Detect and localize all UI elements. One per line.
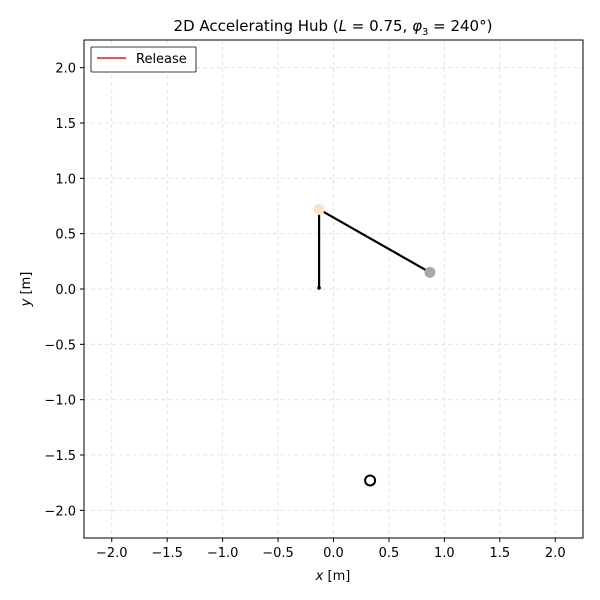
x-tick-label: 0.0 <box>323 546 344 561</box>
y-tick-label: −1.0 <box>44 394 76 409</box>
joint-point <box>313 203 325 215</box>
y-tick-label: −1.5 <box>44 449 76 464</box>
legend: Release <box>90 46 197 73</box>
y-tick-label: −2.0 <box>44 504 76 519</box>
y-axis-label: y [m] <box>19 272 34 308</box>
x-tick-label: 2.0 <box>545 546 566 561</box>
x-tick-label: −2.0 <box>96 546 128 561</box>
x-tick-label: 1.0 <box>434 546 455 561</box>
x-axis-label: x [m] <box>315 569 351 584</box>
tick-layer: −2.0 −1.5 −1.0 −0.5 0.0 0.5 1.0 1.5 2.0 −2.0 −1.5 −… <box>44 62 565 561</box>
legend-box <box>90 46 197 73</box>
x-tick-label: −1.0 <box>207 546 239 561</box>
tip-point <box>424 266 436 278</box>
target-point <box>364 474 377 487</box>
link-2 <box>318 208 431 274</box>
y-tick-label: −0.5 <box>44 338 76 353</box>
y-tick-label: 0.0 <box>55 283 76 298</box>
y-tick-label: 1.0 <box>55 172 76 187</box>
x-tick-label: −0.5 <box>262 546 294 561</box>
grid-layer <box>84 40 583 538</box>
x-tick-label: −1.5 <box>151 546 183 561</box>
y-tick-label: 1.5 <box>55 117 76 132</box>
y-tick-label: 0.5 <box>55 228 76 243</box>
legend-label-release: Release <box>136 52 187 67</box>
hub-point <box>317 286 321 290</box>
chart-title: 2D Accelerating Hub (L = 0.75, φ3 = 240°… <box>174 17 493 38</box>
x-tick-label: 1.5 <box>489 546 510 561</box>
y-tick-label: 2.0 <box>55 62 76 77</box>
x-tick-label: 0.5 <box>379 546 400 561</box>
mark-layer <box>313 203 436 487</box>
